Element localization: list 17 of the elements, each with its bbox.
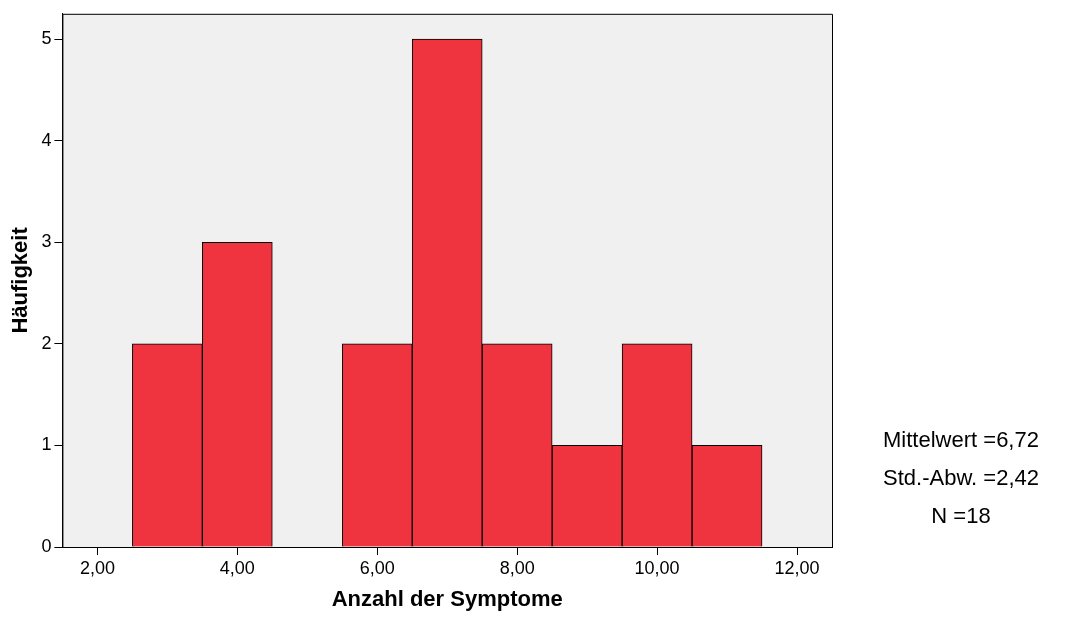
y-tick-label: 3	[41, 231, 52, 252]
text: Std.-Abw. =2,42	[883, 465, 1039, 491]
x-tick-label: 4,00	[219, 557, 255, 578]
y-tick-label: 2	[41, 332, 52, 353]
y-tick-label: 1	[41, 434, 52, 455]
x-tick-label: 12,00	[774, 557, 820, 578]
x-axis-title: Anzahl der Symptome	[331, 585, 563, 611]
x-tick-label: 6,00	[359, 557, 395, 578]
x-tick-label: 10,00	[634, 557, 680, 578]
y-tick-label: 4	[41, 129, 52, 150]
x-tick-label: 2,00	[79, 557, 115, 578]
text: N =18	[931, 503, 991, 529]
y-axis-title: Häufigkeit	[7, 226, 33, 334]
text: Mittelwert =6,72	[883, 427, 1039, 453]
x-tick-label: 8,00	[499, 557, 535, 578]
y-tick-label: 0	[41, 535, 52, 556]
y-tick-label: 5	[41, 28, 52, 49]
